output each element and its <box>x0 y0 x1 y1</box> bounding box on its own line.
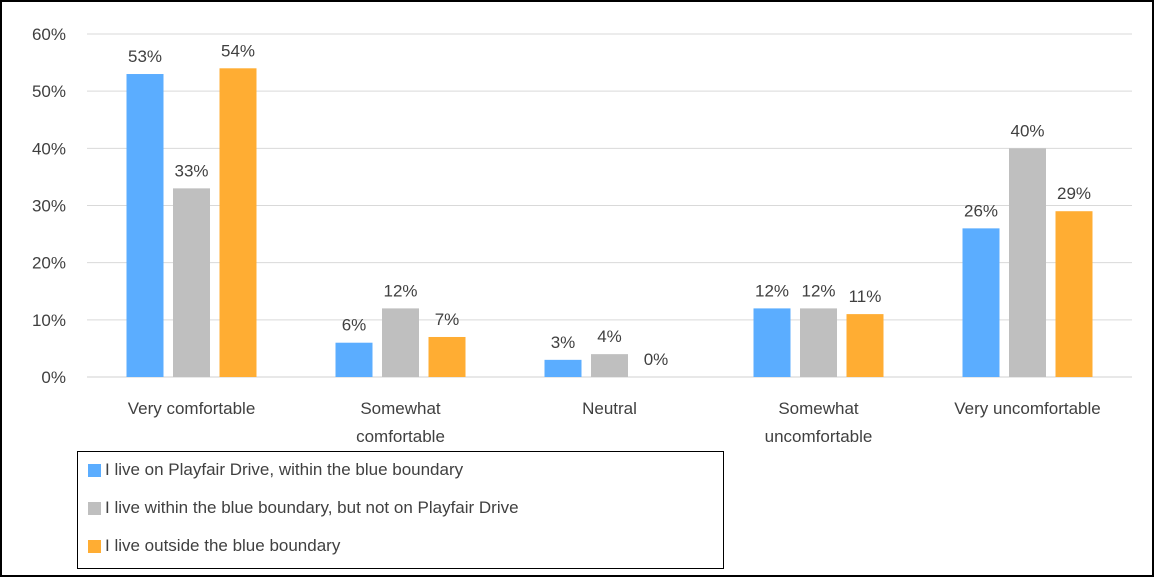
data-label: 12% <box>383 281 417 300</box>
data-label: 29% <box>1057 184 1091 203</box>
bar <box>962 228 1000 377</box>
legend: I live on Playfair Drive, within the blu… <box>77 451 724 569</box>
data-label: 40% <box>1010 121 1044 140</box>
category-label: uncomfortable <box>765 427 873 446</box>
data-label: 54% <box>221 41 255 60</box>
bar <box>753 308 791 377</box>
x-axis-category-labels: Very comfortable Somewhat comfortable Neutr… <box>128 399 1101 446</box>
y-tick-label: 10% <box>32 311 66 330</box>
y-tick-label: 50% <box>32 82 66 101</box>
bar <box>544 359 582 377</box>
data-labels: 53% 6% 3% 12% 26% 33% 12% 4% 12% 40% 54% 7% 0% 11% 29% <box>128 41 1091 369</box>
y-tick-label: 0% <box>41 368 66 387</box>
category-label: comfortable <box>356 427 445 446</box>
y-axis-tick-labels: 0% 10% 20% 30% 40% 50% 60% <box>32 25 66 387</box>
y-tick-label: 30% <box>32 197 66 216</box>
y-tick-label: 60% <box>32 25 66 44</box>
bar <box>591 354 628 377</box>
legend-item-outside-boundary: I live outside the blue boundary <box>88 534 340 558</box>
legend-item-within-boundary: I live within the blue boundary, but not… <box>88 496 519 520</box>
data-label: 12% <box>755 281 789 300</box>
data-label: 3% <box>551 333 576 352</box>
category-label: Somewhat <box>360 399 441 418</box>
data-label: 6% <box>342 316 367 335</box>
bar <box>1055 211 1093 377</box>
legend-label: I live on Playfair Drive, within the blu… <box>105 460 464 479</box>
bar <box>126 74 164 378</box>
data-label: 0% <box>644 350 669 369</box>
bar <box>846 314 884 377</box>
category-label: Very comfortable <box>128 399 256 418</box>
bar <box>800 308 837 377</box>
data-label: 26% <box>964 201 998 220</box>
legend-label: I live outside the blue boundary <box>105 536 341 555</box>
legend-swatch-blue <box>88 463 101 477</box>
data-label: 33% <box>174 161 208 180</box>
bar <box>219 68 257 378</box>
data-label: 7% <box>435 310 460 329</box>
y-tick-label: 40% <box>32 139 66 158</box>
legend-swatch-orange <box>88 539 101 553</box>
category-label: Neutral <box>582 399 637 418</box>
legend-swatch-gray <box>88 501 101 515</box>
bar <box>382 308 419 377</box>
legend-item-playfair-drive: I live on Playfair Drive, within the blu… <box>88 458 463 482</box>
bars <box>126 68 1093 378</box>
data-label: 4% <box>597 327 622 346</box>
bar <box>1009 148 1046 377</box>
gridlines <box>87 33 1132 378</box>
y-tick-label: 20% <box>32 254 66 273</box>
data-label: 11% <box>849 287 882 306</box>
category-label: Very uncomfortable <box>954 399 1100 418</box>
bar <box>335 342 373 377</box>
data-label: 53% <box>128 47 162 66</box>
data-label: 12% <box>801 281 835 300</box>
bar <box>428 336 466 377</box>
bar <box>173 188 210 377</box>
legend-label: I live within the blue boundary, but not… <box>105 498 519 517</box>
category-label: Somewhat <box>778 399 859 418</box>
